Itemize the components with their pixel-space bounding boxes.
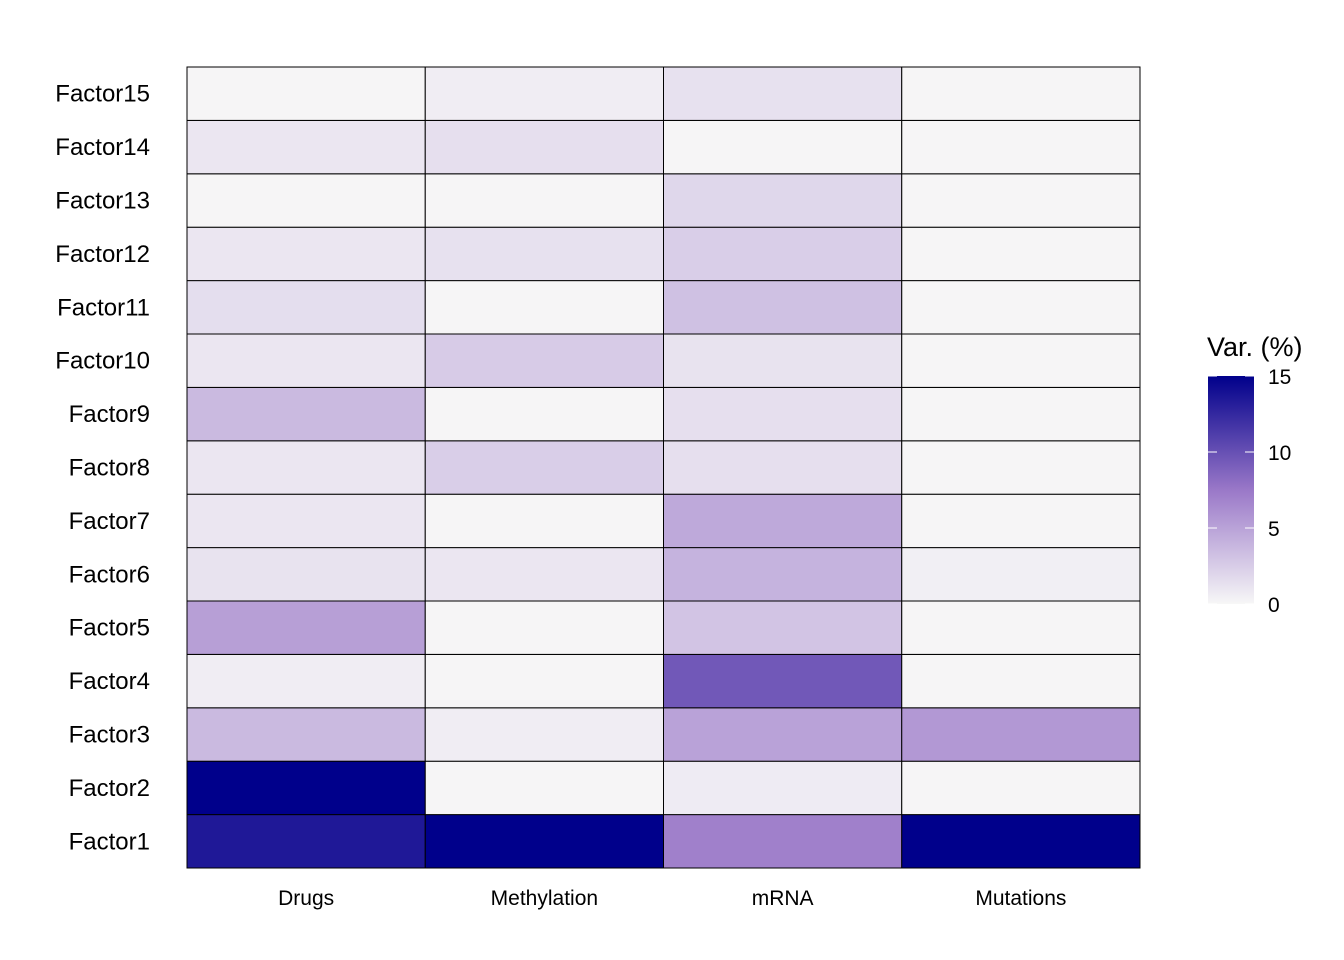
heatmap-cell-factor9-mutations <box>901 386 1141 442</box>
heatmap-cell-factor6-mrna <box>663 547 903 602</box>
y-tick-label-factor5: Factor5 <box>69 615 150 642</box>
heatmap-cell-factor14-mrna <box>663 119 903 175</box>
heatmap-cell-factor7-methylation <box>424 493 664 549</box>
heatmap-cell-factor2-drugs <box>186 760 426 816</box>
heatmap-cell-factor1-mrna <box>663 814 903 869</box>
heatmap-cell-factor15-mrna <box>663 66 903 121</box>
heatmap-cell-factor4-drugs <box>186 653 426 709</box>
heatmap-cell-factor10-drugs <box>186 333 426 388</box>
heatmap-cell-factor7-drugs <box>186 493 426 549</box>
y-tick-label-factor3: Factor3 <box>69 722 150 749</box>
colorbar-gradient <box>1208 376 1254 604</box>
heatmap-cell-factor3-drugs <box>186 707 426 762</box>
x-axis-labels: Drugs Methylation mRNA Mutations <box>278 887 1066 910</box>
heatmap-cell-factor8-mutations <box>901 440 1141 495</box>
heatmap-cell-factor6-drugs <box>186 547 426 602</box>
heatmap-cell-factor9-methylation <box>424 386 664 442</box>
colorbar-ticks: 0 5 10 15 <box>1208 366 1291 617</box>
y-tick-label-factor1: Factor1 <box>69 828 150 855</box>
heatmap-cell-factor4-methylation <box>424 653 664 709</box>
colorbar-tick-label-10: 10 <box>1268 442 1291 465</box>
colorbar-tick-label-0: 0 <box>1268 594 1280 617</box>
heatmap-cell-factor9-drugs <box>186 386 426 442</box>
heatmap-cell-factor10-mrna <box>663 333 903 388</box>
y-tick-label-factor7: Factor7 <box>69 508 150 535</box>
heatmap-cell-factor13-drugs <box>186 173 426 228</box>
y-tick-label-factor13: Factor13 <box>55 188 150 215</box>
heatmap-cell-factor5-drugs <box>186 600 426 655</box>
y-tick-label-factor8: Factor8 <box>69 455 150 482</box>
heatmap-cell-factor5-mrna <box>663 600 903 655</box>
heatmap-cell-factor1-methylation <box>424 814 664 869</box>
y-tick-label-factor14: Factor14 <box>55 134 150 161</box>
x-tick-label-mrna: mRNA <box>752 887 814 910</box>
heatmap-cell-factor3-mutations <box>901 707 1141 762</box>
y-tick-label-factor15: Factor15 <box>55 81 150 108</box>
y-tick-label-factor2: Factor2 <box>69 775 150 802</box>
heatmap-cell-factor12-mrna <box>663 226 903 282</box>
heatmap-cell-factor4-mutations <box>901 653 1141 709</box>
heatmap-cells <box>186 66 1141 869</box>
heatmap-cell-factor13-mutations <box>901 173 1141 228</box>
heatmap-cell-factor11-mutations <box>901 280 1141 335</box>
heatmap-cell-factor2-methylation <box>424 760 664 816</box>
heatmap-cell-factor12-methylation <box>424 226 664 282</box>
colorbar-tick-label-15: 15 <box>1268 366 1291 389</box>
heatmap-cell-factor1-drugs <box>186 814 426 869</box>
x-tick-label-mutations: Mutations <box>975 887 1066 910</box>
y-tick-label-factor4: Factor4 <box>69 668 150 695</box>
heatmap-cell-factor14-drugs <box>186 119 426 175</box>
heatmap-cell-factor10-methylation <box>424 333 664 388</box>
heatmap-cell-factor14-mutations <box>901 119 1141 175</box>
heatmap-cell-factor5-mutations <box>901 600 1141 655</box>
heatmap-cell-factor12-mutations <box>901 226 1141 282</box>
y-tick-label-factor12: Factor12 <box>55 241 150 268</box>
heatmap-cell-factor15-mutations <box>901 66 1141 121</box>
heatmap-cell-factor8-drugs <box>186 440 426 495</box>
colorbar-title: Var. (%) <box>1207 332 1303 362</box>
x-tick-label-drugs: Drugs <box>278 887 334 910</box>
y-tick-label-factor10: Factor10 <box>55 348 150 375</box>
heatmap-cell-factor11-mrna <box>663 280 903 335</box>
y-axis-labels: Factor1 Factor2 Factor3 Factor4 Factor5 Facto… <box>55 81 150 856</box>
heatmap-cell-factor3-methylation <box>424 707 664 762</box>
heatmap-cell-factor9-mrna <box>663 386 903 442</box>
heatmap-cell-factor4-mrna <box>663 653 903 709</box>
heatmap-cell-factor6-mutations <box>901 547 1141 602</box>
heatmap-cell-factor15-methylation <box>424 66 664 121</box>
heatmap-cell-factor2-mutations <box>901 760 1141 816</box>
heatmap-cell-factor10-mutations <box>901 333 1141 388</box>
y-tick-label-factor9: Factor9 <box>69 401 150 428</box>
heatmap-cell-factor8-mrna <box>663 440 903 495</box>
heatmap-cell-factor6-methylation <box>424 547 664 602</box>
y-tick-label-factor11: Factor11 <box>57 294 150 321</box>
heatmap-cell-factor13-mrna <box>663 173 903 228</box>
heatmap-cell-factor1-mutations <box>901 814 1141 869</box>
heatmap-cell-factor11-methylation <box>424 280 664 335</box>
y-tick-label-factor6: Factor6 <box>69 561 150 588</box>
colorbar-tick-label-5: 5 <box>1268 518 1280 541</box>
heatmap-cell-factor12-drugs <box>186 226 426 282</box>
heatmap-cell-factor11-drugs <box>186 280 426 335</box>
heatmap-cell-factor15-drugs <box>186 66 426 121</box>
heatmap-cell-factor13-methylation <box>424 173 664 228</box>
heatmap-cell-factor14-methylation <box>424 119 664 175</box>
heatmap-cell-factor8-methylation <box>424 440 664 495</box>
heatmap-cell-factor3-mrna <box>663 707 903 762</box>
heatmap-cell-factor7-mrna <box>663 493 903 549</box>
colorbar-legend: Var. (%) 0 5 10 15 <box>1207 332 1303 617</box>
x-tick-label-methylation: Methylation <box>491 887 598 910</box>
heatmap-cell-factor5-methylation <box>424 600 664 655</box>
heatmap-cell-factor7-mutations <box>901 493 1141 549</box>
heatmap-cell-factor2-mrna <box>663 760 903 816</box>
